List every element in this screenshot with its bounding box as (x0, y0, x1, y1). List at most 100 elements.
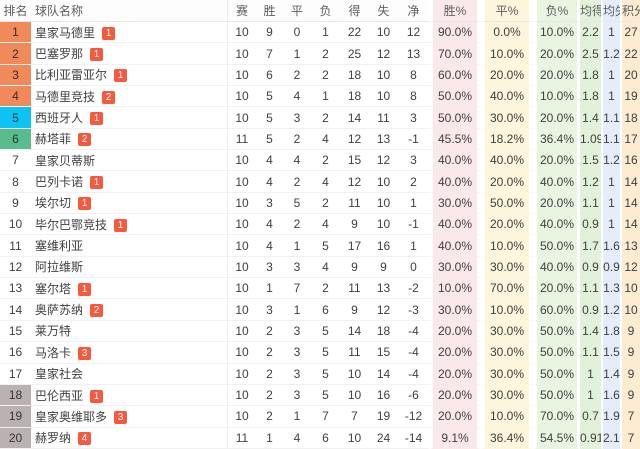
cell-gf: 10 (340, 364, 369, 385)
cell-gd: 3 (398, 107, 429, 129)
rank-cell: 11 (0, 235, 31, 257)
cell-avg_gf: 0.9 (580, 299, 603, 321)
cell-played: 10 (227, 192, 256, 215)
cell-ga: 19 (369, 406, 398, 428)
cell-pts: 14 (622, 214, 640, 236)
cell-avg_gf: 1.8 (580, 86, 603, 108)
rank-cell: 6 (0, 128, 31, 151)
table-body: 1 皇家马德里 1 10 9 0 1 22 10 12 90.0% 0.0% 10.0% 2.2 1 27 2 巴… (0, 22, 640, 449)
cell-win_pct: 50.0% (429, 107, 481, 129)
cell-draw_pct: 20.0% (481, 214, 533, 236)
column-header-played: 赛 (227, 0, 256, 22)
cell-loss_pct: 70.0% (533, 406, 580, 428)
cell-avg_gf: 1.4 (580, 107, 603, 129)
cell-played: 10 (227, 363, 256, 385)
team-badge: 4 (78, 432, 92, 446)
cell-win_pct: 40.0% (429, 150, 481, 172)
cell-win_pct: 40.0% (429, 171, 481, 193)
team-name-link[interactable]: 阿拉维斯 (35, 260, 84, 275)
cell-draw_pct: 20.0% (481, 171, 533, 193)
cell-ga: 13 (369, 278, 398, 300)
cell-avg_ga: 0.9 (603, 256, 622, 279)
team-name-link[interactable]: 巴伦西亚 (35, 388, 84, 403)
team-badge: 1 (90, 389, 104, 403)
cell-gf: 9 (340, 257, 369, 279)
team-name-link[interactable]: 塞尔塔 (35, 281, 72, 296)
cell-draw: 1 (283, 406, 311, 428)
team-name-link[interactable]: 塞维利亚 (35, 239, 84, 254)
team-name-link[interactable]: 西班牙人 (35, 111, 84, 126)
table-row: 6赫塔菲2115241213-145.5%18.2%36.4%1.091.181… (0, 128, 640, 151)
team-name-link[interactable]: 莱万特 (35, 324, 72, 339)
cell-win: 1 (256, 278, 283, 300)
cell-avg_ga: 1.2 (603, 299, 622, 321)
cell-avg_ga: 1.18 (603, 128, 622, 151)
cell-loss: 5 (311, 385, 340, 407)
cell-gd: 12 (398, 22, 429, 44)
team-name-link[interactable]: 巴列卡诺 (35, 175, 84, 190)
cell-avg_gf: 1 (580, 384, 603, 407)
team-name-link[interactable]: 皇家社会 (35, 367, 84, 382)
cell-avg_gf: 1 (580, 363, 603, 385)
rank-cell: 4 (0, 86, 31, 108)
team-name-link[interactable]: 赫塔菲 (35, 132, 72, 147)
cell-draw_pct: 30.0% (481, 384, 533, 407)
cell-loss_pct: 20.0% (533, 107, 580, 129)
rank-cell: 9 (0, 193, 31, 215)
cell-win: 6 (256, 65, 283, 87)
cell-draw: 3 (283, 385, 311, 407)
team-cell: 巴列卡诺 1 (31, 171, 227, 193)
column-header-draw_pct: 平% (481, 0, 533, 22)
cell-gd: -6 (398, 385, 429, 407)
cell-avg_gf: 1.8 (580, 64, 603, 87)
cell-played: 10 (227, 150, 256, 172)
cell-pts: 9 (622, 384, 640, 407)
team-name-link[interactable]: 马洛卡 (35, 345, 72, 360)
cell-win: 2 (256, 342, 283, 364)
table-row: 3 比利亚雷亚尔 1 10 6 2 2 18 10 8 60.0% 20.0% 20.0% 1.8 1 20 (0, 64, 640, 87)
cell-gd: -1 (398, 214, 429, 236)
cell-win: 2 (256, 406, 283, 428)
cell-gf: 11 (340, 278, 369, 300)
team-name-link[interactable]: 奥萨苏纳 (35, 303, 84, 318)
cell-draw_pct: 10.0% (481, 235, 533, 257)
team-name-link[interactable]: 皇家奥维耶多 (35, 409, 108, 424)
cell-avg_gf: 1.1 (580, 342, 603, 364)
team-badge: 1 (90, 176, 104, 190)
cell-pts: 22 (622, 43, 640, 65)
cell-draw_pct: 10.0% (481, 299, 533, 321)
cell-draw: 3 (283, 342, 311, 364)
cell-avg_gf: 1.09 (580, 128, 603, 151)
cell-played: 10 (227, 171, 256, 193)
team-name-link[interactable]: 皇家贝蒂斯 (35, 153, 96, 168)
cell-pts: 13 (622, 235, 640, 257)
team-badge: 2 (90, 304, 104, 318)
cell-draw: 3 (283, 107, 311, 129)
team-name-link[interactable]: 皇家马德里 (35, 25, 96, 40)
team-cell: 莱万特 (31, 321, 227, 343)
cell-avg_ga: 1 (603, 64, 622, 87)
table-row: 9 埃尔切 1 10 3 5 2 11 10 1 30.0% 50.0% 20.0% 1.1 1 14 (0, 192, 640, 215)
cell-played: 10 (227, 107, 256, 129)
cell-pts: 9 (622, 363, 640, 385)
cell-win_pct: 20.0% (429, 320, 481, 343)
cell-draw_pct: 10.0% (481, 406, 533, 428)
cell-gf: 11 (340, 342, 369, 364)
cell-ga: 10 (369, 22, 398, 44)
team-name-link[interactable]: 埃尔切 (35, 196, 72, 211)
cell-loss: 1 (311, 22, 340, 44)
cell-played: 11 (227, 427, 256, 449)
table-row: 20赫罗纳4111461024-149.1%36.4%54.5%0.912.18… (0, 427, 640, 449)
cell-pts: 10 (622, 278, 640, 300)
team-name-link[interactable]: 比利亚雷亚尔 (35, 68, 108, 83)
table-row: 18 巴伦西亚 1 10 2 3 5 10 16 -6 20.0% 30.0% 50.0% 1 1.6 9 (0, 384, 640, 407)
cell-draw_pct: 30.0% (481, 342, 533, 364)
cell-loss: 2 (311, 150, 340, 172)
team-name-link[interactable]: 赫罗纳 (35, 431, 72, 446)
team-name-link[interactable]: 毕尔巴鄂竞技 (35, 217, 108, 232)
team-name-link[interactable]: 马德里竞技 (35, 89, 96, 104)
team-name-link[interactable]: 巴塞罗那 (35, 47, 84, 62)
team-badge: 2 (78, 133, 92, 147)
cell-gf: 9 (340, 214, 369, 236)
